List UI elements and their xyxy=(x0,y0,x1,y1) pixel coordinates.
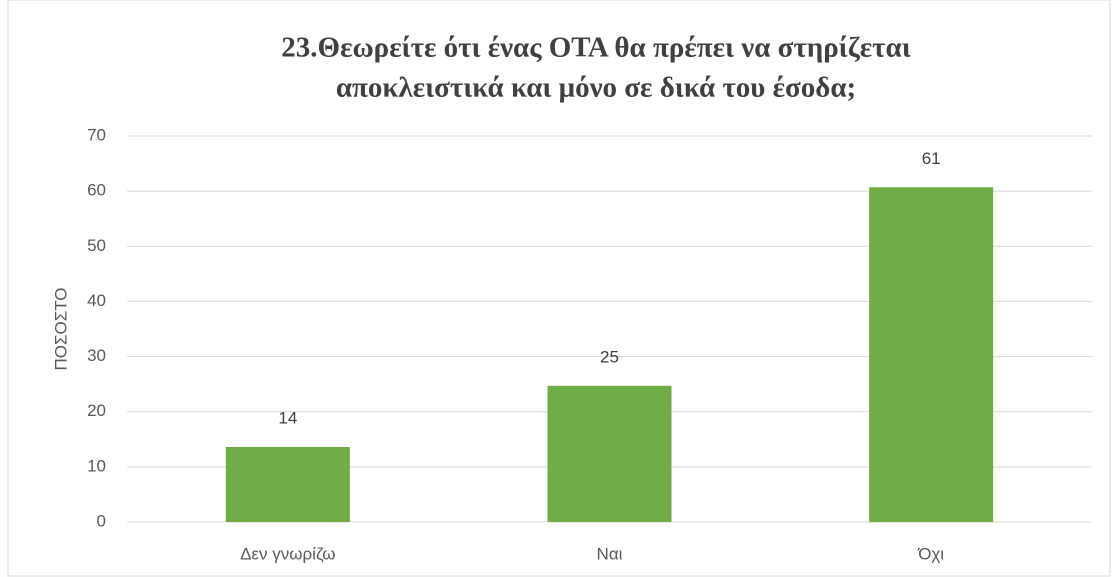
x-tick-label: Ναι xyxy=(597,544,623,563)
y-tick-label: 50 xyxy=(87,236,106,255)
y-tick-label: 20 xyxy=(87,401,106,420)
data-label: 61 xyxy=(922,149,941,168)
bar xyxy=(547,385,672,522)
data-label: 14 xyxy=(278,408,297,427)
data-label: 25 xyxy=(600,347,619,366)
y-tick-label: 60 xyxy=(87,181,106,200)
y-axis-label: ΠΟΣΟΣΤΟ xyxy=(51,287,70,370)
y-tick-label: 0 xyxy=(97,511,106,530)
chart-title: 23.Θεωρείτε ότι ένας ΟΤΑ θα πρέπει να στ… xyxy=(281,32,910,64)
y-tick-label: 30 xyxy=(87,346,106,365)
bar xyxy=(225,447,350,522)
y-tick-label: 40 xyxy=(87,291,106,310)
x-tick-label: Όχι xyxy=(917,544,944,563)
y-tick-label: 10 xyxy=(87,456,106,475)
x-tick-label: Δεν γνωρίζω xyxy=(240,544,336,563)
bar xyxy=(869,187,994,523)
chart-title: αποκλειστικά και μόνο σε δικά του έσοδα; xyxy=(336,72,856,104)
y-tick-label: 70 xyxy=(87,125,106,144)
